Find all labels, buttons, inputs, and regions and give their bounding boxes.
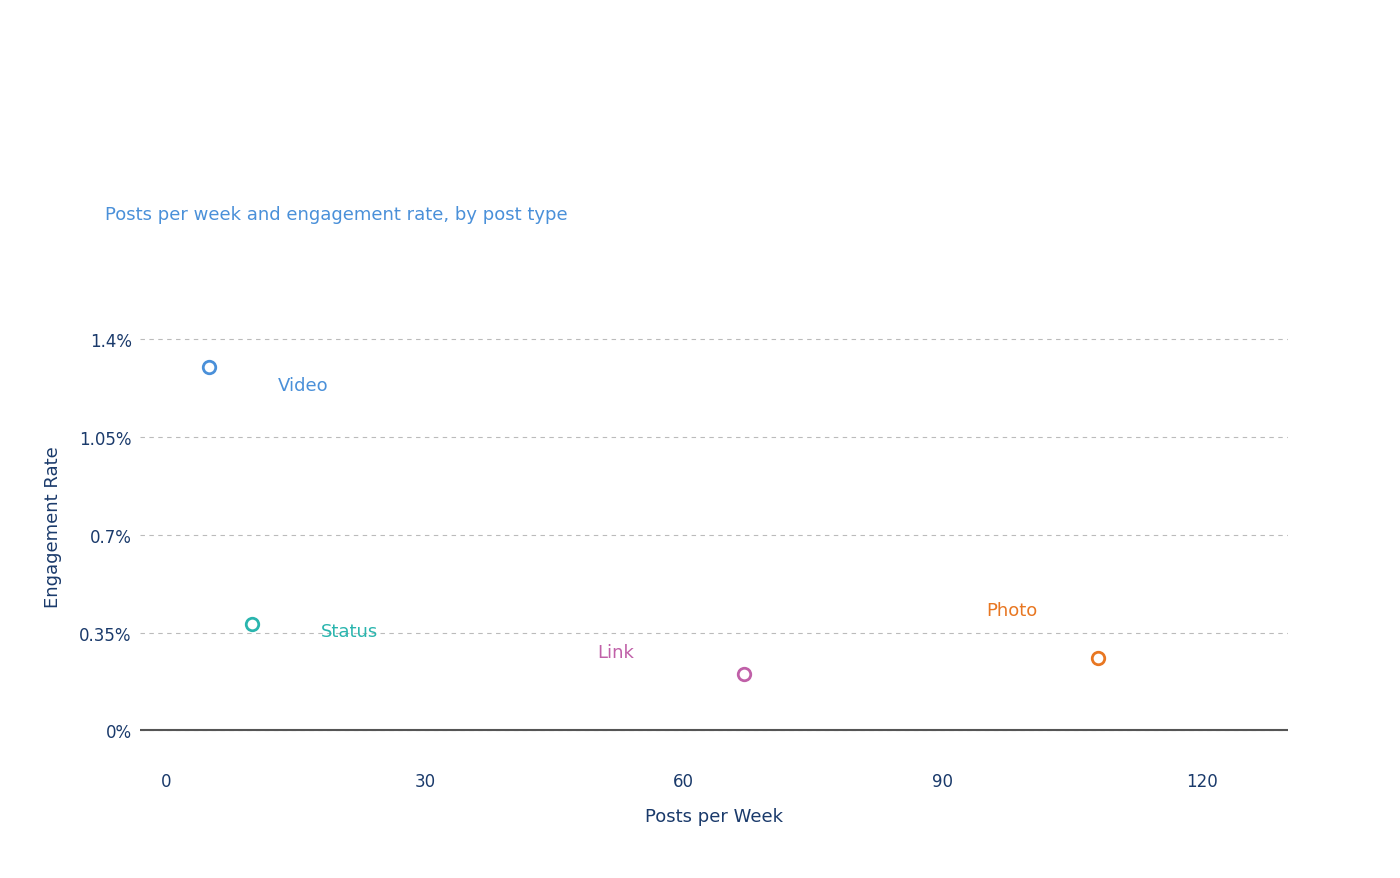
Text: 🐦: 🐦: [1333, 61, 1366, 115]
Text: Photo: Photo: [986, 601, 1037, 620]
Text: Posts per week and engagement rate, by post type: Posts per week and engagement rate, by p…: [105, 206, 567, 224]
Text: Link: Link: [598, 644, 634, 661]
Text: Status: Status: [321, 623, 378, 640]
X-axis label: Posts per Week: Posts per Week: [645, 807, 783, 824]
Text: TWITTER ENGAGEMENT: TWITTER ENGAGEMENT: [81, 132, 542, 169]
Text: MEDIA:: MEDIA:: [81, 49, 190, 78]
Text: Video: Video: [279, 377, 329, 395]
Y-axis label: Engagement Rate: Engagement Rate: [45, 446, 63, 608]
